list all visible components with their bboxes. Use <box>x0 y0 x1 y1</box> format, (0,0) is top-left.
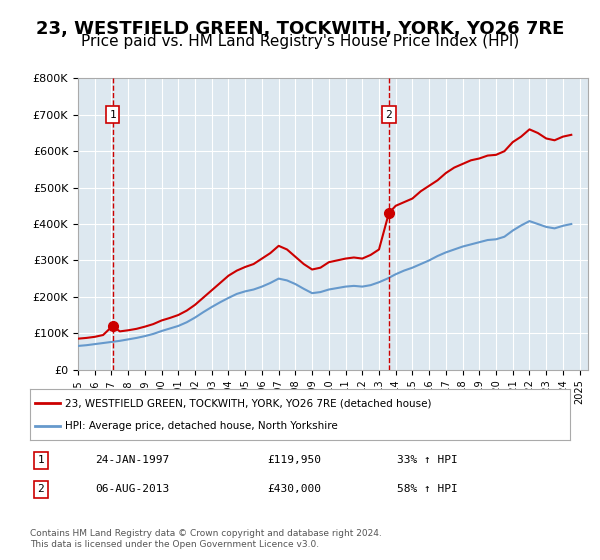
Text: 23, WESTFIELD GREEN, TOCKWITH, YORK, YO26 7RE (detached house): 23, WESTFIELD GREEN, TOCKWITH, YORK, YO2… <box>65 398 431 408</box>
Text: £119,950: £119,950 <box>268 455 322 465</box>
Text: 24-JAN-1997: 24-JAN-1997 <box>95 455 169 465</box>
Text: HPI: Average price, detached house, North Yorkshire: HPI: Average price, detached house, Nort… <box>65 422 338 432</box>
Text: 58% ↑ HPI: 58% ↑ HPI <box>397 484 458 494</box>
Text: 2: 2 <box>385 110 392 120</box>
Text: 1: 1 <box>109 110 116 120</box>
Text: Contains HM Land Registry data © Crown copyright and database right 2024.
This d: Contains HM Land Registry data © Crown c… <box>30 529 382 549</box>
Text: 23, WESTFIELD GREEN, TOCKWITH, YORK, YO26 7RE: 23, WESTFIELD GREEN, TOCKWITH, YORK, YO2… <box>36 20 564 38</box>
Text: £430,000: £430,000 <box>268 484 322 494</box>
Text: 2: 2 <box>37 484 44 494</box>
Text: Price paid vs. HM Land Registry's House Price Index (HPI): Price paid vs. HM Land Registry's House … <box>81 34 519 49</box>
Text: 06-AUG-2013: 06-AUG-2013 <box>95 484 169 494</box>
Text: 1: 1 <box>37 455 44 465</box>
Text: 33% ↑ HPI: 33% ↑ HPI <box>397 455 458 465</box>
